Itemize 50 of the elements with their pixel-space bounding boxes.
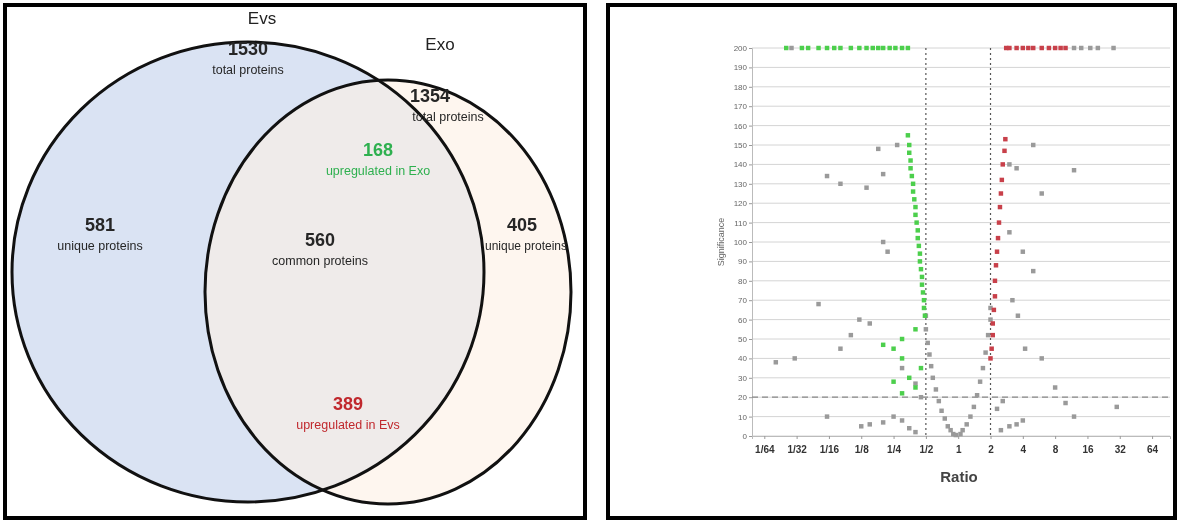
- x-tick-label: 2: [988, 444, 995, 456]
- text: 560: [304, 230, 336, 250]
- x-tick-label: 8: [1052, 444, 1059, 456]
- text: Evs: [247, 9, 277, 28]
- x-tick-label: 1/2: [919, 444, 934, 456]
- text: 389: [332, 394, 364, 414]
- text: total proteins: [212, 63, 284, 77]
- text: 1354: [409, 86, 451, 106]
- y-tick-label: 110: [734, 218, 748, 228]
- y-tick-label: 120: [733, 199, 748, 209]
- y-tick-label: 20: [738, 393, 748, 403]
- text: 581: [84, 215, 116, 235]
- x-tick-label: 32: [1114, 444, 1127, 456]
- x-tick-label: 4: [1020, 444, 1027, 456]
- y-tick-label: 0: [742, 432, 748, 442]
- text: upregulated in Exo: [325, 164, 431, 178]
- y-tick-label: 180: [733, 82, 748, 92]
- x-axis-title: Ratio: [940, 468, 978, 485]
- text: Exo: [425, 35, 455, 54]
- y-tick-label: 40: [738, 354, 748, 364]
- text: 1530: [227, 39, 269, 59]
- y-tick-label: 170: [733, 102, 748, 112]
- x-tick-label: 1/64: [755, 444, 775, 456]
- y-tick-label: 60: [738, 315, 748, 325]
- text: unique proteins: [57, 239, 143, 253]
- x-tick-label: 1/16: [819, 444, 840, 456]
- y-tick-label: 100: [733, 238, 748, 248]
- y-tick-label: 150: [733, 141, 748, 151]
- y-tick-label: 190: [733, 63, 748, 73]
- x-tick-label: 1/32: [787, 444, 808, 456]
- x-tick-label: 1/4: [887, 444, 902, 456]
- x-tick-label: 1/8: [854, 444, 870, 456]
- y-tick-label: 200: [733, 44, 748, 54]
- y-tick-label: 90: [738, 257, 748, 267]
- y-tick-label: 10: [738, 412, 748, 422]
- y-axis-title: Significance: [716, 217, 726, 267]
- x-tick-label: 1: [955, 444, 962, 456]
- y-tick-label: 30: [738, 373, 748, 383]
- text: common proteins: [272, 254, 368, 268]
- text: upregulated in Evs: [296, 418, 400, 432]
- x-tick-label: 16: [1082, 444, 1094, 456]
- y-tick-label: 80: [738, 276, 748, 286]
- y-tick-label: 50: [738, 335, 748, 345]
- y-tick-label: 70: [738, 296, 748, 306]
- x-tick-label: 64: [1147, 444, 1159, 456]
- text: 168: [362, 140, 394, 160]
- y-tick-label: 160: [733, 121, 748, 131]
- y-tick-label: 130: [733, 179, 748, 189]
- y-tick-label: 140: [733, 160, 748, 170]
- text: 405: [506, 215, 538, 235]
